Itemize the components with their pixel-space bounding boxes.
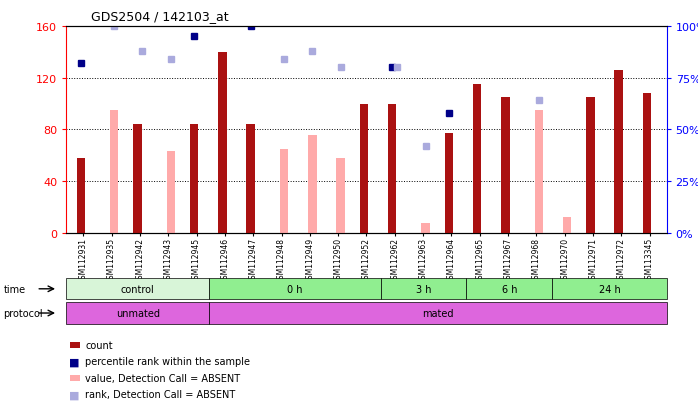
- Bar: [308, 135, 317, 233]
- Text: 6 h: 6 h: [502, 284, 517, 294]
- Bar: [643, 94, 651, 233]
- Bar: [246, 125, 255, 233]
- Text: 0 h: 0 h: [288, 284, 303, 294]
- Bar: [77, 159, 85, 233]
- Bar: [388, 104, 396, 233]
- Text: ■: ■: [69, 356, 80, 366]
- Bar: [133, 125, 142, 233]
- Bar: [614, 71, 623, 233]
- Text: mated: mated: [422, 308, 454, 318]
- Bar: [190, 125, 198, 233]
- Text: unmated: unmated: [116, 308, 160, 318]
- Text: 3 h: 3 h: [416, 284, 431, 294]
- Text: value, Detection Call = ABSENT: value, Detection Call = ABSENT: [85, 373, 240, 383]
- Text: count: count: [85, 340, 113, 350]
- Text: protocol: protocol: [3, 308, 43, 318]
- Bar: [218, 52, 227, 233]
- Text: GDS2504 / 142103_at: GDS2504 / 142103_at: [91, 10, 228, 23]
- Text: percentile rank within the sample: percentile rank within the sample: [85, 356, 250, 366]
- Text: control: control: [121, 284, 155, 294]
- Bar: [535, 111, 543, 233]
- Bar: [501, 98, 510, 233]
- Bar: [336, 159, 345, 233]
- Bar: [280, 150, 288, 233]
- Bar: [473, 85, 482, 233]
- Bar: [422, 223, 430, 233]
- Text: ■: ■: [69, 389, 80, 399]
- Bar: [586, 98, 595, 233]
- Bar: [110, 111, 119, 233]
- Text: rank, Detection Call = ABSENT: rank, Detection Call = ABSENT: [85, 389, 235, 399]
- Bar: [167, 152, 175, 233]
- Text: time: time: [3, 284, 26, 294]
- Bar: [359, 104, 368, 233]
- Bar: [445, 134, 453, 233]
- Bar: [563, 218, 572, 233]
- Text: 24 h: 24 h: [599, 284, 621, 294]
